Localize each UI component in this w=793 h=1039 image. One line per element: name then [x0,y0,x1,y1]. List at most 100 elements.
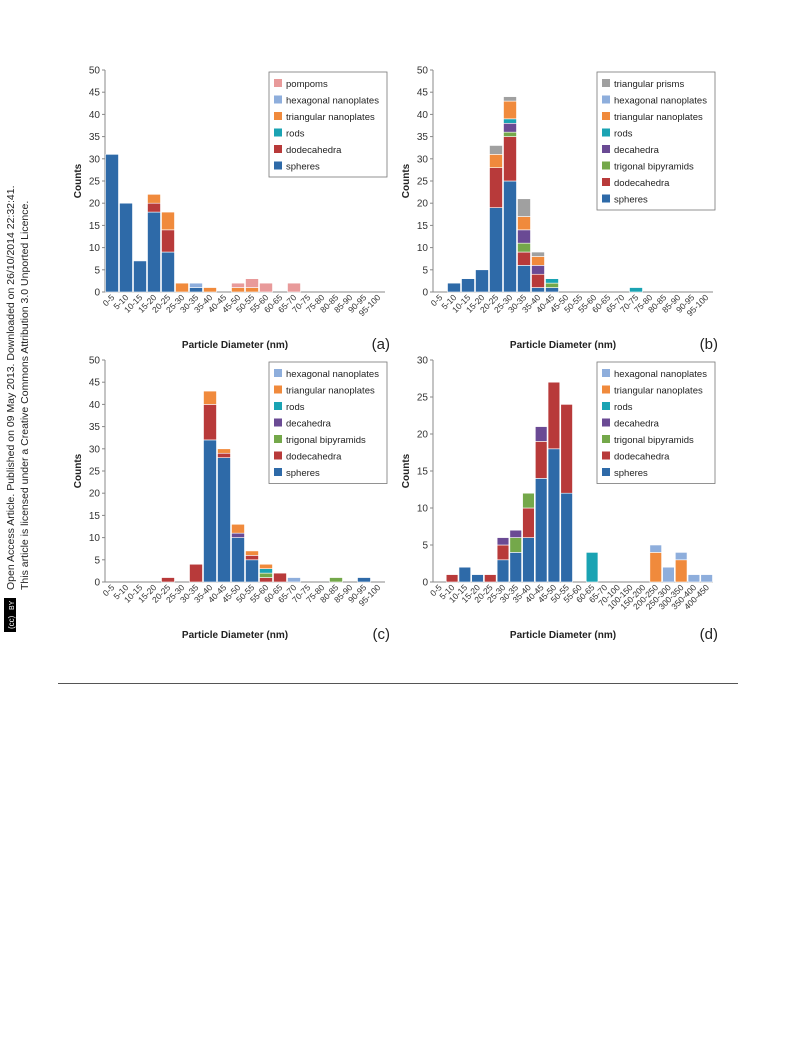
y-tick-label: 45 [417,88,429,99]
bar-spheres [503,180,517,293]
chart-c-svg: 05101520253035404550Counts0-55-1010-1515… [73,356,390,644]
bar-spheres [471,574,484,583]
page-divider [58,683,738,684]
y-tick-label: 0 [94,288,100,299]
bar-dodecahedra [189,563,203,583]
y-tick-label: 25 [417,177,429,188]
bar-spheres [461,278,475,293]
bar-spheres [489,207,503,293]
bar-hexagonal-nanoplates [189,282,203,288]
bar-dodecahedra [161,577,175,583]
cc-badge-icon [4,598,16,632]
bar-pompoms [231,282,245,288]
chart-panel-d: 0 5 10 15 20 25 30 Counts 0-5 5-10 10-15 15-20 20-25… [400,352,730,647]
bar-spheres [509,552,522,583]
legend-swatch-hexagonal-nanoplates [274,369,282,377]
bar-spheres [531,287,545,293]
legend-swatch-dodecahedra [274,145,282,153]
bar-spheres [475,269,489,293]
bar-spheres [357,577,371,583]
panel-label: (a) [372,336,390,352]
legend-swatch-hexagonal-nanoplates [602,95,610,104]
legend-swatch-trigonal-bipyramids [274,435,282,443]
legend-label-dodecahedra: dodecahedra [614,178,670,189]
y-tick-label: 15 [89,221,101,232]
bar-dodecahedra [203,404,217,441]
bar-triangular-nanoplates [259,563,273,569]
y-tick-label: 25 [89,177,101,188]
legend-label-rods: rods [286,402,305,413]
bar-dodecahedra [217,452,231,458]
bar-dodecahedra [147,202,161,213]
panel-label: (d) [700,626,718,642]
bar-decahedra [509,529,522,538]
bar-spheres [522,537,535,583]
chart-a-svg: 05101520253035404550Counts0-55-1010-1515… [73,66,390,354]
bar-dodecahedra [517,251,531,266]
bar-spheres [517,265,531,293]
legend-label-spheres: spheres [614,468,648,479]
x-axis-label: Particle Diameter (nm) [182,340,288,351]
bar-triangular-nanoplates [203,390,217,405]
y-tick-label: 45 [89,88,101,99]
bar-decahedra [531,265,545,275]
bar-spheres [105,154,119,293]
legend-swatch-hexagonal-nanoplates [602,369,610,377]
y-tick-label: 40 [89,400,101,411]
bar-decahedra [517,229,531,244]
legend-label-triangular-nanoplates: triangular nanoplates [614,386,703,397]
bar-decahedra [496,537,510,546]
bar-triangular-prisms [503,96,517,102]
bar-trigonal-bipyramids [545,282,559,288]
bar-spheres [217,457,231,583]
legend-swatch-trigonal-bipyramids [602,435,610,443]
bar-triangular-nanoplates [531,256,545,266]
legend-label-triangular-nanoplates: triangular nanoplates [286,386,375,397]
bar-spheres [447,282,461,293]
legend-label-spheres: spheres [286,468,320,479]
y-tick-label: 10 [89,533,101,544]
legend-label-spheres: spheres [286,162,320,173]
bar-triangular-nanoplates [489,154,503,168]
legend-swatch-dodecahedra [274,451,282,460]
bar-triangular-prisms [531,251,545,257]
bar-spheres [560,492,573,583]
legend-swatch-rods [602,402,610,410]
bar-hexagonal-nanoplates [700,574,713,583]
legend-swatch-trigonal-bipyramids [602,161,610,170]
legend-box [596,71,716,211]
legend-swatch-hexagonal-nanoplates [274,95,282,104]
y-tick-label: 0 [422,288,428,299]
bar-triangular-nanoplates [231,287,245,293]
bar-rods [503,118,517,124]
bar-dodecahedra [489,167,503,208]
bar-rods [259,568,273,574]
legend-swatch-triangular-nanoplates [602,385,610,394]
y-tick-label: 10 [89,243,101,254]
y-tick-label: 15 [89,511,101,522]
bar-dodecahedra [445,574,459,583]
y-tick-label: 40 [89,110,101,121]
bar-triangular-nanoplates [175,282,189,293]
y-tick-label: 20 [89,199,101,210]
bar-trigonal-bipyramids [509,537,522,553]
bar-spheres [231,537,245,583]
legend-label-rods: rods [286,129,305,140]
y-tick-label: 25 [417,393,429,404]
legend-label-triangular-nanoplates: triangular nanoplates [614,112,703,123]
legend-label-decahedra: decahedra [286,419,332,430]
cc-badge-left: (cc) [7,615,16,629]
bar-hexagonal-nanoplates [687,574,701,583]
bar-trigonal-bipyramids [522,492,535,509]
legend-label-rods: rods [614,129,633,140]
bar-decahedra [231,532,245,538]
legend-swatch-rods [274,402,282,410]
y-tick-label: 15 [417,467,429,478]
bar-dodecahedra [531,273,545,288]
y-tick-label: 20 [417,430,429,441]
bar-triangular-nanoplates [517,216,531,231]
y-tick-label: 50 [89,356,101,367]
y-tick-label: 35 [89,132,101,143]
bar-trigonal-bipyramids [259,572,273,578]
legend-swatch-dodecahedra [602,178,610,186]
